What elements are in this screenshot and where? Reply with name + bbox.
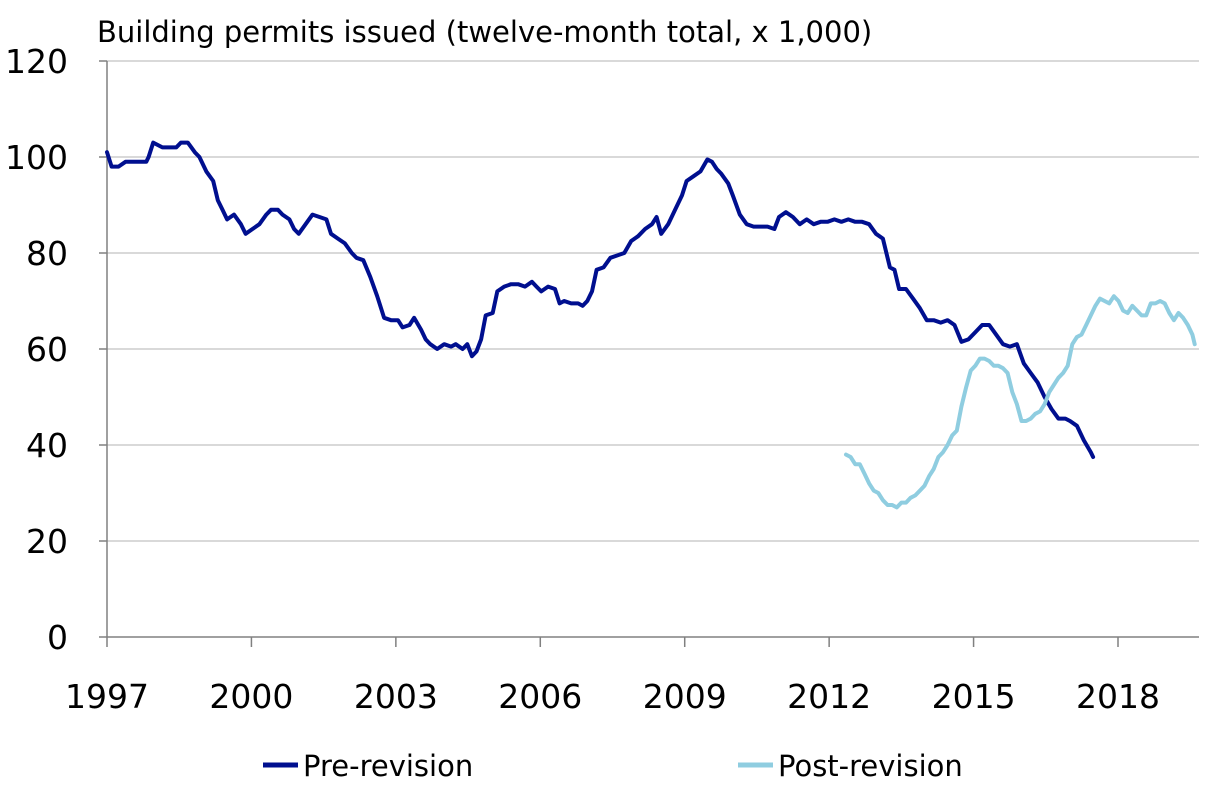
x-tick-label: 2003 bbox=[354, 677, 438, 716]
chart-title: Building permits issued (twelve-month to… bbox=[97, 15, 872, 49]
legend-label-post-revision: Post-revision bbox=[778, 749, 963, 783]
x-tick-label: 2012 bbox=[787, 677, 871, 716]
legend: Pre-revision Post-revision bbox=[263, 749, 963, 783]
y-tick-label: 120 bbox=[5, 42, 68, 81]
y-tick-label: 80 bbox=[26, 234, 68, 273]
x-tick-label: 2015 bbox=[932, 677, 1016, 716]
legend-label-pre-revision: Pre-revision bbox=[303, 749, 473, 783]
gridlines bbox=[107, 60, 1199, 542]
series-line-pre-revision bbox=[105, 140, 1096, 459]
y-tick-label: 100 bbox=[5, 138, 68, 177]
x-tick-label: 1997 bbox=[65, 677, 149, 716]
x-tick-label: 2009 bbox=[643, 677, 727, 716]
series-line-post-revision bbox=[844, 294, 1197, 510]
y-tick-label: 20 bbox=[26, 522, 68, 561]
series-lines bbox=[105, 140, 1197, 510]
x-tick-label: 2018 bbox=[1076, 677, 1160, 716]
x-axis-ticks: 1997 2000 2003 2006 2009 2012 2015 2018 bbox=[65, 637, 1160, 716]
y-axis-ticks: 0 20 40 60 80 100 120 bbox=[5, 42, 107, 657]
y-tick-label: 40 bbox=[26, 426, 68, 465]
x-tick-label: 2006 bbox=[498, 677, 582, 716]
y-tick-label: 0 bbox=[47, 618, 68, 657]
x-tick-label: 2000 bbox=[209, 677, 293, 716]
y-tick-label: 60 bbox=[26, 330, 68, 369]
